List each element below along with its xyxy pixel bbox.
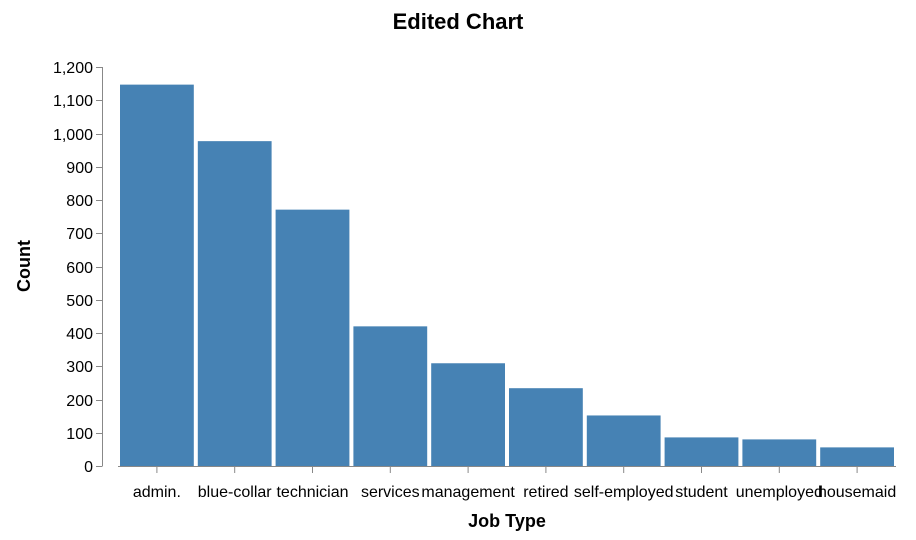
x-tick-label: retired: [523, 484, 568, 501]
y-axis: 0 100 200 300 400 500 600 700 800 900 1,000 1,100 1,…: [53, 60, 103, 476]
x-axis: admin. blue-collar technician services manag…: [118, 466, 896, 501]
x-tick-label: self-employed: [574, 484, 674, 501]
x-tick-label: management: [421, 484, 515, 501]
y-tick-label: 100: [66, 426, 93, 443]
y-tick-label: 700: [66, 226, 93, 243]
y-axis-title: Count: [14, 240, 34, 292]
bar-admin[interactable]: [120, 84, 194, 466]
bar-self-employed[interactable]: [586, 415, 661, 466]
y-tick-label: 200: [66, 393, 93, 410]
x-axis-title: Job Type: [468, 511, 546, 531]
y-tick-label: 900: [66, 160, 93, 177]
bar-services[interactable]: [353, 326, 428, 466]
y-tick-label: 0: [84, 459, 93, 476]
x-tick-label: admin.: [133, 484, 181, 501]
y-tick-label: 1,100: [53, 93, 93, 110]
bar-technician[interactable]: [275, 209, 350, 466]
bar-unemployed[interactable]: [742, 439, 817, 466]
chart-title: Edited Chart: [393, 9, 524, 34]
bar-blue-collar[interactable]: [197, 141, 272, 466]
y-tick-label: 1,000: [53, 127, 93, 144]
bars-group: [120, 84, 894, 466]
x-tick-label: housemaid: [818, 484, 896, 501]
bar-management[interactable]: [431, 363, 505, 466]
x-tick-label: unemployed: [736, 484, 823, 501]
y-tick-label: 800: [66, 193, 93, 210]
y-tick-label: 400: [66, 326, 93, 343]
bar-student[interactable]: [664, 437, 739, 466]
x-tick-label: student: [675, 484, 728, 501]
y-tick-label: 500: [66, 293, 93, 310]
bar-housemaid[interactable]: [820, 447, 894, 466]
bar-retired[interactable]: [509, 388, 583, 466]
x-tick-label: services: [361, 484, 420, 501]
y-tick-label: 300: [66, 359, 93, 376]
y-tick-label: 1,200: [53, 60, 93, 77]
x-tick-label: blue-collar: [198, 484, 272, 501]
x-tick-label: technician: [276, 484, 348, 501]
y-tick-label: 600: [66, 260, 93, 277]
